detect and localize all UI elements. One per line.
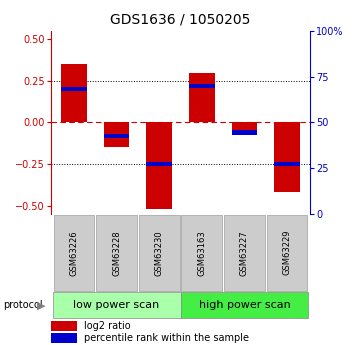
FancyBboxPatch shape <box>266 215 308 291</box>
Bar <box>232 122 257 131</box>
Bar <box>147 122 172 209</box>
Bar <box>51 321 77 331</box>
Text: high power scan: high power scan <box>199 300 290 310</box>
Bar <box>274 162 300 166</box>
FancyBboxPatch shape <box>139 215 180 291</box>
Text: GSM63163: GSM63163 <box>197 230 206 276</box>
Bar <box>147 162 172 166</box>
Text: GSM63227: GSM63227 <box>240 230 249 276</box>
FancyBboxPatch shape <box>181 215 222 291</box>
Bar <box>61 64 87 122</box>
Text: ▶: ▶ <box>37 300 46 310</box>
Text: GSM63226: GSM63226 <box>69 230 78 276</box>
Text: GDS1636 / 1050205: GDS1636 / 1050205 <box>110 12 251 26</box>
Bar <box>51 333 77 343</box>
Bar <box>232 130 257 135</box>
Bar <box>189 84 214 88</box>
FancyBboxPatch shape <box>53 215 95 291</box>
Bar <box>274 122 300 192</box>
Text: GSM63228: GSM63228 <box>112 230 121 276</box>
Text: GSM63230: GSM63230 <box>155 230 164 276</box>
Bar <box>104 122 129 147</box>
FancyBboxPatch shape <box>96 215 137 291</box>
Text: low power scan: low power scan <box>73 300 160 310</box>
Text: percentile rank within the sample: percentile rank within the sample <box>84 333 249 343</box>
Text: protocol: protocol <box>4 300 43 310</box>
Bar <box>189 72 214 122</box>
Bar <box>104 134 129 138</box>
FancyBboxPatch shape <box>53 292 180 318</box>
Text: GSM63229: GSM63229 <box>283 230 292 275</box>
FancyBboxPatch shape <box>180 292 308 318</box>
Text: log2 ratio: log2 ratio <box>84 321 131 331</box>
FancyBboxPatch shape <box>224 215 265 291</box>
Bar <box>61 87 87 91</box>
